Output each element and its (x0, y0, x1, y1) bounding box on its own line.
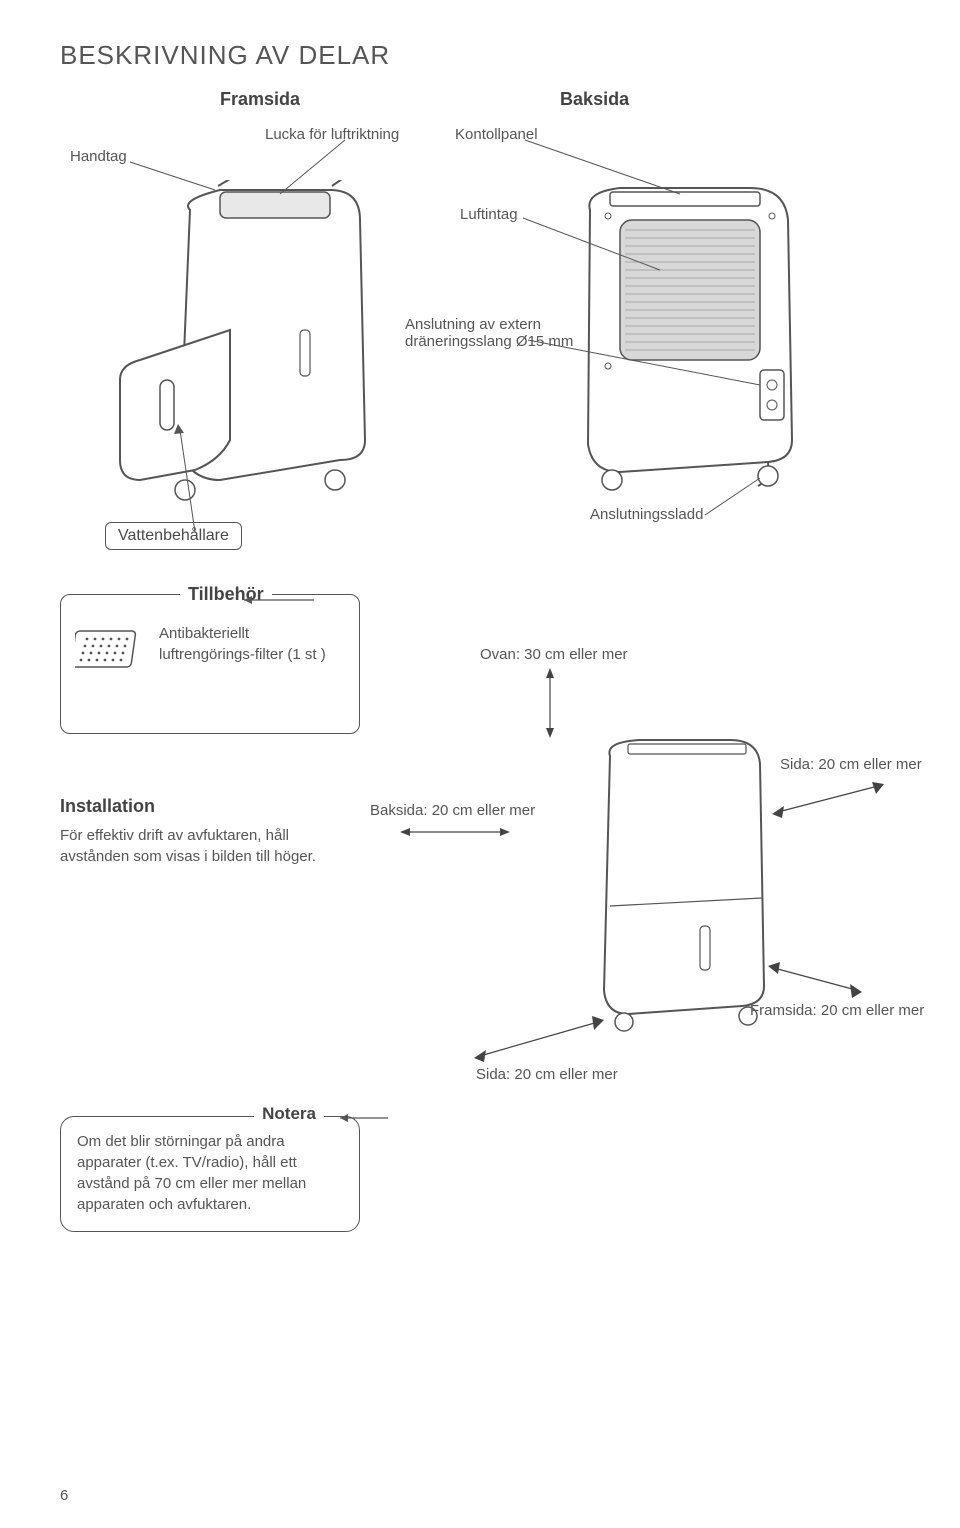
baksida-arrow-icon (400, 822, 510, 842)
vattenbehallare-text: Vattenbehållare (118, 527, 229, 544)
page-title: BESKRIVNING AV DELAR (60, 40, 900, 71)
label-anslutning-extern: Anslutning av extern dräneringsslang Ø15… (405, 316, 573, 350)
label-baksida-clear: Baksida: 20 cm eller mer (370, 802, 535, 819)
filter-icon (75, 623, 145, 673)
label-kontollpanel: Kontollpanel (455, 126, 538, 143)
tillbehor-box: Antibakteriellt luftrengörings-filter (1… (60, 594, 360, 734)
sida-bottom-arrow-icon (470, 1012, 610, 1066)
ovan-arrow-icon (540, 668, 560, 738)
heading-back: Baksida (560, 89, 629, 110)
heading-front: Framsida (220, 89, 300, 110)
front-unit-illustration (100, 180, 480, 520)
framsida-arrow-icon (766, 958, 866, 998)
clearance-unit-illustration (550, 736, 790, 1036)
notera-box: Om det blir störningar på andra apparate… (60, 1116, 360, 1232)
tillbehor-row: Antibakteriellt luftrengörings-filter (1… (60, 576, 900, 756)
installation-title: Installation (60, 796, 340, 817)
notera-block: Notera Om det blir störningar på andra a… (60, 1116, 360, 1232)
tillbehor-arrow-icon (244, 592, 344, 612)
column-headings: Framsida Baksida (220, 89, 900, 110)
label-framsida-clear: Framsida: 20 cm eller mer (750, 1002, 924, 1019)
installation-body: För effektiv drift av avfuktaren, håll a… (60, 825, 340, 867)
installation-text-block: Installation För effektiv drift av avfuk… (60, 796, 340, 867)
back-unit-illustration (530, 180, 870, 520)
label-anslutningssladd: Anslutningssladd (590, 506, 703, 523)
tillbehor-text: Antibakteriellt luftrengörings-filter (1… (159, 623, 329, 665)
installation-row: Installation För effektiv drift av avfuk… (60, 756, 900, 1116)
label-luftintag: Luftintag (460, 206, 518, 223)
label-vattenbehallare: Vattenbehållare (105, 522, 242, 550)
label-sida-bottom: Sida: 20 cm eller mer (476, 1066, 618, 1083)
label-handtag: Handtag (70, 148, 127, 165)
label-lucka: Lucka för luftriktning (265, 126, 399, 143)
page-number: 6 (60, 1487, 68, 1504)
notera-label: Notera (254, 1104, 324, 1124)
notera-text: Om det blir störningar på andra apparate… (77, 1131, 343, 1215)
sida-top-arrow-icon (770, 778, 890, 828)
label-sida-top: Sida: 20 cm eller mer (780, 756, 922, 773)
notera-arrow-icon (340, 1110, 400, 1126)
main-diagram: Handtag Lucka för luftriktning Kontollpa… (60, 120, 900, 540)
label-ovan: Ovan: 30 cm eller mer (480, 646, 628, 663)
